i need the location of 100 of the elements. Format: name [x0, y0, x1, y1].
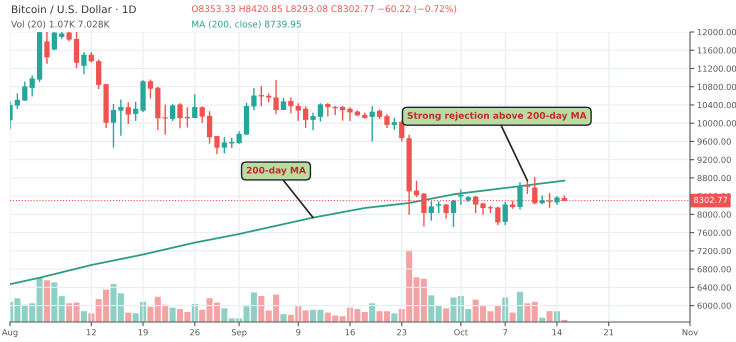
annotation: Strong rejection above 200-day MA — [408, 112, 587, 121]
y-tick-label: 8800.00 — [698, 174, 731, 182]
candlestick — [303, 106, 308, 129]
candlestick — [200, 106, 205, 124]
candlestick — [318, 102, 324, 122]
candlestick — [148, 78, 154, 100]
candlestick — [288, 96, 294, 114]
x-tick-label: 19 — [138, 329, 148, 336]
candlestick — [399, 120, 404, 142]
chart-title: Bitcoin / U.S. Dollar · 1D — [12, 5, 136, 14]
bar — [516, 292, 524, 322]
y-tick-label: 11600.00 — [698, 47, 736, 54]
candlestick — [133, 101, 138, 122]
x-tick-label: 23 — [397, 329, 406, 336]
bar — [546, 311, 553, 322]
y-tick-label: 6400.00 — [698, 284, 731, 291]
y-tick-label: 11200.00 — [698, 65, 736, 72]
candlestick — [66, 32, 72, 42]
candlestick — [273, 79, 279, 115]
annotation: 200-day MA — [246, 166, 306, 176]
y-tick-label: 8000.00 — [698, 211, 731, 218]
bar — [125, 312, 132, 322]
y-tick-label: 9200.00 — [697, 156, 731, 163]
candlestick — [229, 137, 234, 149]
candlestick — [162, 104, 168, 136]
candlestick — [414, 180, 420, 198]
candlestick — [517, 181, 523, 210]
text: O8353.33 H8420.85 L8293.08 C8302.77 −60.22 (−0.72%) — [192, 5, 456, 14]
candlestick — [443, 203, 449, 220]
candlestick — [332, 105, 338, 116]
y-tick-label: 6800.00 — [698, 266, 731, 272]
candlestick — [280, 97, 286, 111]
text: MA (200, close) 8739.95 — [192, 20, 301, 29]
candlestick — [126, 102, 131, 125]
candlestick — [192, 94, 198, 118]
y-tick-label: 12000.00 — [698, 28, 736, 36]
candlestick — [458, 188, 464, 206]
candlestick — [251, 87, 257, 111]
y-tick-label: 10000.00 — [698, 120, 736, 126]
candlestick — [14, 92, 20, 110]
candlestick — [170, 103, 176, 122]
candlestick — [480, 202, 486, 216]
bar — [280, 314, 287, 322]
bar — [539, 318, 546, 322]
x-tick-label: 14 — [552, 329, 562, 336]
candlestick — [340, 105, 346, 122]
candlestick — [184, 106, 190, 128]
bar — [44, 280, 50, 322]
candlestick — [524, 180, 530, 195]
candlestick — [88, 51, 94, 64]
line-series — [10, 180, 566, 286]
bar — [80, 311, 87, 322]
candlestick — [392, 117, 397, 130]
x-tick-label: 16 — [346, 329, 355, 336]
candlestick — [52, 32, 57, 51]
bar — [443, 308, 450, 322]
candlestick — [96, 58, 102, 90]
x-tick-label: Oct — [454, 329, 468, 336]
candlestick — [222, 136, 227, 154]
candlestick — [236, 130, 242, 144]
candlestick — [258, 85, 264, 107]
candlestick — [310, 112, 316, 131]
bar — [391, 313, 398, 322]
x-tick-label: 9 — [296, 329, 300, 336]
candlestick — [370, 105, 375, 142]
y-tick-label: 10800.00 — [698, 84, 736, 90]
x-tick-label: Aug — [2, 329, 18, 338]
candlestick — [376, 108, 382, 120]
y-tick-label: 6000.00 — [698, 302, 731, 309]
y-tick-label: 9600.00 — [697, 138, 731, 145]
x-tick-label: 12 — [86, 329, 96, 336]
candlestick — [206, 110, 212, 144]
candlestick — [384, 113, 390, 129]
bar — [369, 303, 376, 322]
candlestick — [110, 103, 116, 148]
ref-line-label: 8302.77 — [694, 196, 728, 203]
x-tick-label: 21 — [604, 329, 614, 336]
candlestick — [30, 74, 35, 98]
candlestick — [502, 201, 508, 226]
y-tick-label: 7600.00 — [698, 230, 731, 236]
candlestick — [44, 32, 50, 65]
candlestick — [214, 136, 220, 155]
candlestick — [74, 32, 80, 69]
candlestick — [177, 102, 183, 130]
bar — [170, 308, 176, 322]
y-tick-label: 10400.00 — [698, 102, 736, 108]
bar — [510, 312, 516, 322]
candlestick — [428, 200, 434, 222]
candlestick — [495, 206, 500, 226]
candlestick — [296, 102, 301, 122]
candlestick — [22, 80, 28, 102]
x-tick-label: Nov — [682, 329, 698, 336]
x-tick-label: Sep — [232, 329, 247, 338]
candlestick — [118, 98, 124, 136]
x-tick-label: 26 — [190, 329, 200, 336]
x-tick-label: 7 — [503, 329, 508, 336]
candlestick — [347, 106, 353, 122]
candlestick — [81, 51, 87, 75]
candlestick — [436, 200, 442, 214]
candlestick — [325, 102, 330, 118]
